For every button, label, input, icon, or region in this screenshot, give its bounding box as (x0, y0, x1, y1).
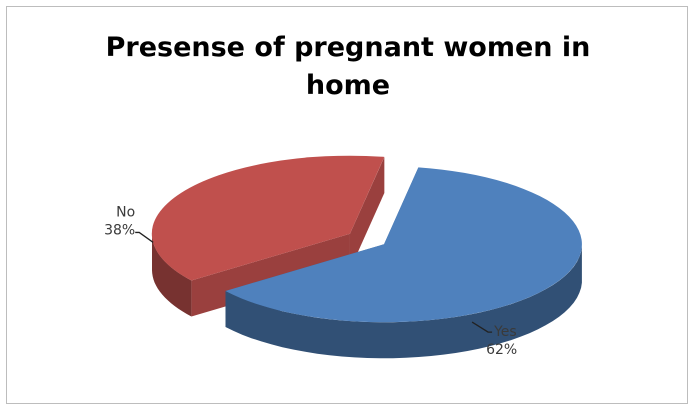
data-label-percent-yes: 62% (486, 342, 517, 358)
pie-slice-yes (225, 167, 582, 359)
leader-line-no (135, 231, 154, 243)
chart-area: Presense of pregnant women in home No 38%… (6, 6, 688, 404)
leader-line-yes (471, 321, 493, 333)
chart-title-line-2: home (305, 70, 391, 101)
data-label-percent-no: 38% (104, 222, 135, 238)
data-label-category-yes: Yes (493, 324, 517, 340)
pie-plot: No 38% Yes 62% (104, 155, 582, 359)
chart-title: Presense of pregnant women in home (7, 29, 687, 105)
chart-title-line-1: Presense of pregnant women in (105, 32, 591, 63)
data-label-category-no: No (116, 204, 135, 220)
